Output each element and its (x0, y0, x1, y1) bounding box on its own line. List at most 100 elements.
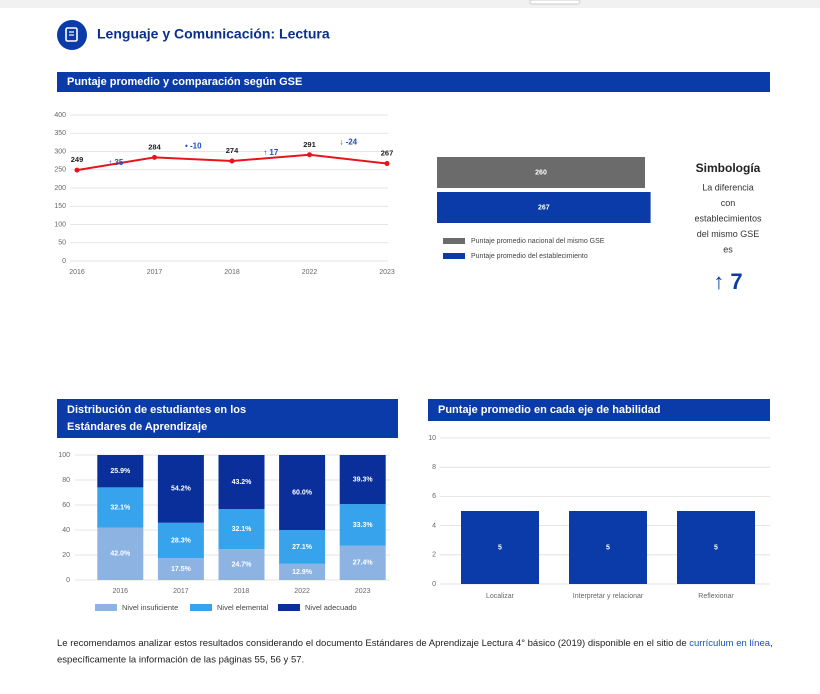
legend-swatch (443, 238, 465, 244)
data-label: 27.1% (292, 544, 313, 551)
y-tick-label: 200 (54, 185, 66, 192)
data-label: 54.2% (171, 486, 192, 493)
data-label: 17.5% (171, 566, 192, 573)
symbology-text: es (723, 244, 733, 254)
y-tick-label: 0 (432, 581, 436, 588)
section-title: Distribución de estudiantes en los (67, 404, 246, 416)
annotation: • -10 (185, 141, 202, 150)
annotation: ↑ 35 (108, 158, 124, 167)
y-tick-label: 0 (66, 577, 70, 584)
bar (437, 157, 645, 188)
x-tick-label: Localizar (486, 593, 515, 600)
bar-segment (339, 455, 386, 505)
y-tick-label: 4 (432, 522, 436, 529)
y-tick-label: 50 (58, 240, 66, 247)
y-tick-label: 100 (54, 221, 66, 228)
top-bar (0, 0, 820, 8)
line-point (74, 167, 80, 173)
x-tick-label: 2022 (302, 269, 318, 276)
y-tick-label: 350 (54, 130, 66, 137)
bar (437, 192, 651, 223)
symbology-title: Simbología (696, 161, 761, 175)
page-title: Lenguaje y Comunicación: Lectura (97, 26, 330, 42)
y-tick-label: 300 (54, 148, 66, 155)
legend-label: Nivel insuficiente (122, 603, 178, 612)
bar-segment (218, 509, 265, 550)
legend-swatch (95, 604, 117, 611)
x-tick-label: 2022 (294, 588, 310, 595)
y-tick-label: 150 (54, 203, 66, 210)
annotation: ↓ -24 (339, 137, 357, 146)
data-label: 28.3% (171, 537, 192, 544)
y-tick-label: 2 (432, 552, 436, 559)
bar-segment (218, 455, 265, 509)
data-label: 291 (303, 140, 316, 149)
x-tick-label: 2017 (173, 588, 189, 595)
bar (677, 511, 755, 584)
legend-swatch (190, 604, 212, 611)
symbology-text: establecimientos (694, 213, 762, 223)
bar-segment (157, 522, 204, 559)
browser-control (529, 0, 581, 5)
footer-text: específicamente la información de las pá… (57, 655, 304, 666)
legend-label: Puntaje promedio del establecimiento (471, 253, 588, 260)
line-point (307, 152, 312, 158)
legend-label: Nivel elemental (217, 603, 269, 612)
data-label: 12.9% (292, 569, 313, 576)
x-tick-label: Interpretar y relacionar (573, 593, 644, 600)
legend-swatch (443, 253, 465, 259)
y-tick-label: 6 (432, 493, 436, 500)
section-header (57, 399, 398, 438)
y-tick-label: 60 (62, 502, 70, 509)
data-label: 24.7% (232, 561, 253, 568)
x-tick-label: 2018 (224, 269, 240, 276)
bar (461, 511, 539, 584)
data-label: 43.2% (232, 479, 253, 486)
y-tick-label: 100 (58, 452, 70, 459)
book-icon (65, 27, 78, 42)
data-label: 260 (535, 169, 547, 176)
data-label: 33.3% (353, 522, 374, 529)
legend-label: Puntaje promedio nacional del mismo GSE (471, 238, 605, 245)
line-point (152, 154, 157, 160)
y-tick-label: 40 (62, 527, 70, 534)
bar-segment (339, 545, 386, 580)
footer-text-part: , (770, 638, 773, 649)
line-point (229, 158, 235, 164)
bar-segment (279, 563, 326, 580)
data-label: 60.0% (292, 489, 313, 496)
data-label: 32.1% (110, 504, 131, 511)
data-label: 5 (498, 544, 502, 551)
symbology-text: con (721, 198, 736, 208)
symbology-text: La diferencia (702, 182, 754, 192)
data-label: 32.1% (232, 526, 253, 533)
y-tick-label: 400 (54, 112, 66, 119)
footer-text-part: Le recomendamos analizar estos resultado… (57, 638, 689, 649)
x-tick-label: 2023 (379, 269, 395, 276)
x-tick-label: 2016 (113, 588, 129, 595)
y-tick-label: 20 (62, 552, 70, 559)
bar-segment (339, 504, 386, 546)
data-label: 42.0% (110, 551, 131, 558)
section-title: Estándares de Aprendizaje (67, 421, 207, 433)
symbology-text: del mismo GSE (697, 229, 760, 239)
bar-segment (157, 558, 204, 580)
section-header (57, 72, 770, 92)
x-tick-label: 2018 (234, 588, 250, 595)
data-label: 249 (71, 155, 84, 164)
y-tick-label: 0 (62, 258, 66, 265)
bar-segment (279, 455, 326, 530)
x-tick-label: 2023 (355, 588, 371, 595)
x-tick-label: 2017 (147, 269, 163, 276)
bar-segment (279, 530, 326, 564)
data-label: 284 (148, 142, 161, 151)
y-tick-label: 10 (428, 435, 436, 442)
section-title: Puntaje promedio en cada eje de habilida… (438, 404, 661, 416)
legend-label: Nivel adecuado (305, 603, 357, 612)
footer-link[interactable]: currículum en línea (689, 638, 771, 649)
bar-segment (218, 549, 265, 580)
data-label: 27.4% (353, 560, 374, 567)
symbology-value: ↑ 7 (713, 269, 742, 294)
